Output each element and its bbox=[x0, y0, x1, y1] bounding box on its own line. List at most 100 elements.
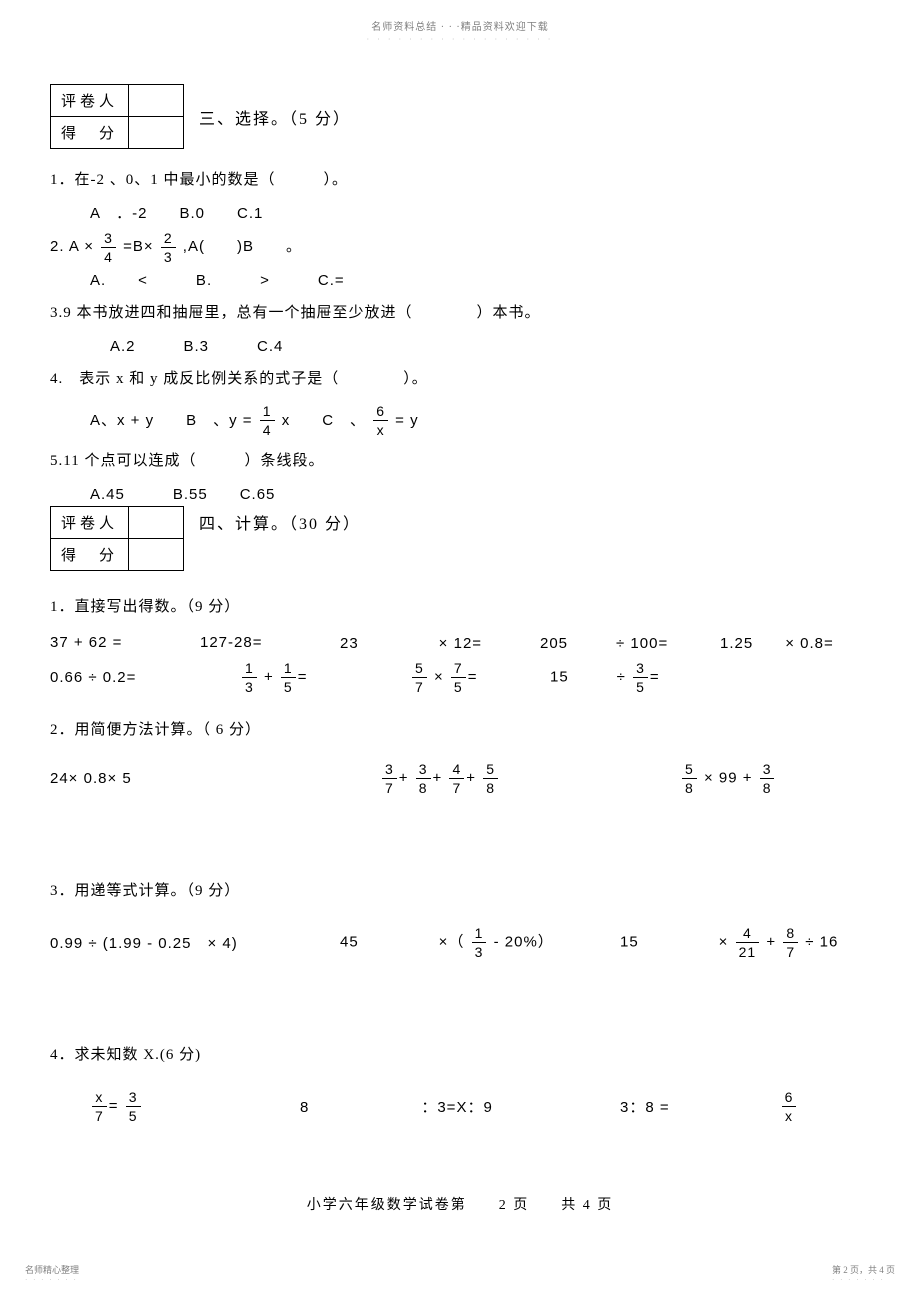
q3c-post: ÷ 16 bbox=[805, 934, 838, 951]
r1c: 23 × 12= bbox=[340, 632, 540, 653]
q4-c: = y bbox=[395, 412, 418, 429]
footer-page: 小学六年级数学试卷第 2 页 共 4 页 bbox=[0, 1194, 920, 1214]
fd: 3 bbox=[242, 678, 257, 694]
fd: 5 bbox=[281, 678, 296, 694]
r2b: 13 + 15= bbox=[240, 661, 410, 694]
grader-row2: 得 分 bbox=[51, 117, 129, 149]
s4-q2-row: 24× 0.8× 5 37+ 38+ 47+ 58 58 × 99 + 38 bbox=[50, 762, 870, 795]
q3c-pre: 15 × bbox=[620, 934, 728, 951]
r1b: 127-28= bbox=[200, 634, 340, 651]
r1e: 1.25 × 0.8= bbox=[720, 632, 834, 653]
fn: 3 bbox=[760, 762, 775, 779]
r1a: 37 + 62 = bbox=[50, 634, 200, 651]
q4-b: x C 、 bbox=[282, 412, 366, 429]
footer-left: 名师精心整理 · · · · · · · bbox=[25, 1263, 79, 1284]
fn: 1 bbox=[281, 661, 296, 678]
q4-a: A、x + y B 、y = bbox=[90, 412, 253, 429]
fd: 8 bbox=[483, 779, 498, 795]
s3-q1: 1．在-2 、0、1 中最小的数是（ ）。 bbox=[50, 164, 870, 197]
grader-empty1 bbox=[129, 85, 184, 117]
footer-right-text: 第 2 页，共 4 页 bbox=[832, 1263, 895, 1276]
fn: 5 bbox=[483, 762, 498, 779]
fd: 7 bbox=[382, 779, 397, 795]
s3-q4-opts: A、x + y B 、y = 14 x C 、 6x = y bbox=[50, 404, 870, 438]
r2d: 15 ÷ 35= bbox=[550, 661, 660, 694]
fd: 8 bbox=[682, 779, 697, 795]
fn: 5 bbox=[412, 661, 427, 678]
fn: 3 bbox=[416, 762, 431, 779]
section4-title: 四、计算。（30 分） bbox=[199, 510, 361, 534]
grader-row2b: 得 分 bbox=[51, 539, 129, 571]
s4-q1-row2: 0.66 ÷ 0.2= 13 + 15= 57 × 75= 15 ÷ 35= bbox=[50, 661, 870, 694]
r2d-pre: 15 ÷ bbox=[550, 669, 626, 686]
s3-q3-opts: A.2 B.3 C.4 bbox=[50, 330, 870, 363]
s3-q2-pre: 2. A × bbox=[50, 238, 94, 255]
grader-empty2 bbox=[129, 117, 184, 149]
frac-n: 1 bbox=[260, 404, 275, 421]
fd: 5 bbox=[126, 1107, 141, 1123]
fd: 7 bbox=[92, 1107, 107, 1123]
fd: 8 bbox=[416, 779, 431, 795]
grader-table: 评卷人 得 分 bbox=[50, 84, 184, 149]
fn: 1 bbox=[242, 661, 257, 678]
q3c: 15 × 421 + 87 ÷ 16 bbox=[620, 926, 838, 959]
fd: 8 bbox=[760, 779, 775, 795]
s4-q1-title: 1．直接写出得数。（9 分） bbox=[50, 591, 870, 624]
fn: 3 bbox=[633, 661, 648, 678]
s4-q3-row: 0.99 ÷ (1.99 - 0.25 × 4) 45 ×（ 13 - 20%）… bbox=[50, 926, 870, 959]
q4c: 3：8 = 6x bbox=[620, 1090, 798, 1123]
fn: 5 bbox=[682, 762, 697, 779]
fd: 7 bbox=[783, 943, 798, 959]
q3a: 0.99 ÷ (1.99 - 0.25 × 4) bbox=[50, 932, 340, 953]
footer-left-text: 名师精心整理 bbox=[25, 1263, 79, 1276]
header-dots: · · · · · · · · · · · · · · · · · · bbox=[50, 35, 870, 44]
fn: 6 bbox=[782, 1090, 797, 1107]
section4-header: 评卷人 得 分 四、计算。（30 分） bbox=[50, 506, 870, 571]
frac-d: 4 bbox=[260, 421, 275, 437]
frac-d: 4 bbox=[101, 248, 116, 264]
s3-q2-mid1: =B× bbox=[123, 238, 154, 255]
grader-row1b: 评卷人 bbox=[51, 507, 129, 539]
fn: x bbox=[92, 1090, 107, 1107]
fn: 8 bbox=[783, 926, 798, 943]
s4-q4-row: x7= 35 8 ：3=X：9 3：8 = 6x bbox=[50, 1090, 870, 1123]
r2a: 0.66 ÷ 0.2= bbox=[50, 669, 240, 686]
frac-n: 2 bbox=[161, 231, 176, 248]
s3-q3: 3.9 本书放进四和抽屉里，总有一个抽屉至少放进（ ）本书。 bbox=[50, 297, 870, 330]
s4-q1-row1: 37 + 62 = 127-28= 23 × 12= 205 ÷ 100= 1.… bbox=[50, 632, 870, 653]
grader-table-2: 评卷人 得 分 bbox=[50, 506, 184, 571]
footer-right-dots: · · · · · · · bbox=[832, 1276, 895, 1284]
s4-q4-title: 4．求未知数 X.(6 分) bbox=[50, 1039, 870, 1072]
q2b: 37+ 38+ 47+ 58 bbox=[380, 762, 680, 795]
fd: x bbox=[782, 1107, 797, 1123]
footer-right: 第 2 页，共 4 页 · · · · · · · bbox=[832, 1263, 895, 1284]
fn: 4 bbox=[736, 926, 760, 943]
s3-q1-opts: A ．-2 B.0 C.1 bbox=[50, 197, 870, 230]
fn: 4 bbox=[449, 762, 464, 779]
s3-q2-opts: A. < B. > C.= bbox=[50, 264, 870, 297]
q4b: 8 ：3=X：9 bbox=[300, 1096, 620, 1117]
fd: 7 bbox=[412, 678, 427, 694]
fd: 3 bbox=[472, 943, 487, 959]
s3-q5: 5.11 个点可以连成（ ）条线段。 bbox=[50, 445, 870, 478]
fd: 5 bbox=[633, 678, 648, 694]
footer-left-dots: · · · · · · · bbox=[25, 1276, 79, 1284]
grader-empty3 bbox=[129, 507, 184, 539]
r2c: 57 × 75= bbox=[410, 661, 550, 694]
r1d: 205 ÷ 100= bbox=[540, 632, 720, 653]
fd: 21 bbox=[736, 943, 760, 959]
q2c: 58 × 99 + 38 bbox=[680, 762, 776, 795]
fd: 7 bbox=[449, 779, 464, 795]
q3c-mid: + bbox=[766, 934, 776, 951]
frac-n: 6 bbox=[373, 404, 388, 421]
fn: 3 bbox=[382, 762, 397, 779]
section3-header: 评卷人 得 分 三、选择。（5 分） bbox=[50, 84, 870, 149]
s3-q4: 4. 表示 x 和 y 成反比例关系的式子是（ ）。 bbox=[50, 363, 870, 396]
s4-q2-title: 2．用简便方法计算。（ 6 分） bbox=[50, 714, 870, 747]
frac-d: 3 bbox=[161, 248, 176, 264]
q2c-mid: × 99 + bbox=[704, 770, 753, 787]
s3-q2: 2. A × 34 =B× 23 ,A( )B 。 bbox=[50, 230, 870, 264]
fn: 7 bbox=[451, 661, 466, 678]
header-text: 名师资料总结 · · ·精品资料欢迎下载 bbox=[50, 0, 870, 33]
q2a: 24× 0.8× 5 bbox=[50, 770, 380, 787]
